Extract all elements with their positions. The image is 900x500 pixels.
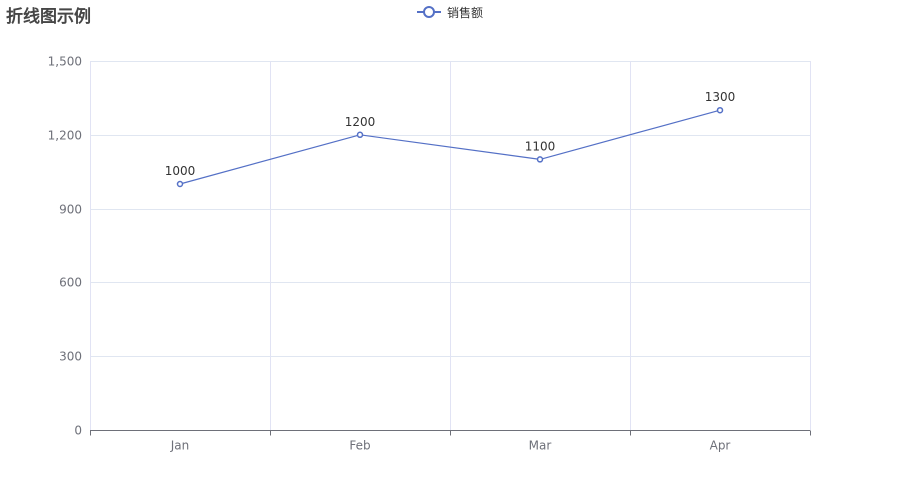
x-tick-label: Feb: [349, 439, 370, 453]
y-tick-label: 1,200: [48, 129, 82, 143]
legend-label-sales: 销售额: [447, 5, 484, 20]
x-tick-label: Mar: [529, 439, 552, 453]
series-line-sales: [179, 109, 721, 185]
y-tick-label: 900: [59, 203, 82, 217]
data-label: 1000: [165, 164, 196, 178]
data-label: 1200: [345, 115, 376, 129]
series-layer: [176, 106, 724, 188]
data-label: 1100: [525, 139, 556, 153]
legend-line-circle-icon: [417, 6, 441, 18]
grid-lines: [90, 61, 811, 430]
chart-title: 折线图示例: [6, 7, 91, 27]
data-point[interactable]: [176, 180, 184, 188]
data-labels: 1000 1200 1100 1300: [165, 90, 736, 178]
y-tick-label: 0: [74, 424, 82, 438]
data-point[interactable]: [716, 106, 724, 114]
y-tick-label: 300: [59, 350, 82, 364]
y-tick-label: 1,500: [48, 55, 82, 69]
y-tick-label: 600: [59, 276, 82, 290]
data-label: 1300: [705, 90, 736, 104]
data-point[interactable]: [356, 131, 364, 139]
legend[interactable]: 销售额: [417, 3, 483, 21]
axes: 0 300 600 900 1,200 1,500 Jan Feb Mar Apr: [48, 55, 811, 453]
x-tick-label: Apr: [710, 439, 731, 453]
x-tick-label: Jan: [170, 439, 190, 453]
data-point[interactable]: [536, 156, 544, 163]
